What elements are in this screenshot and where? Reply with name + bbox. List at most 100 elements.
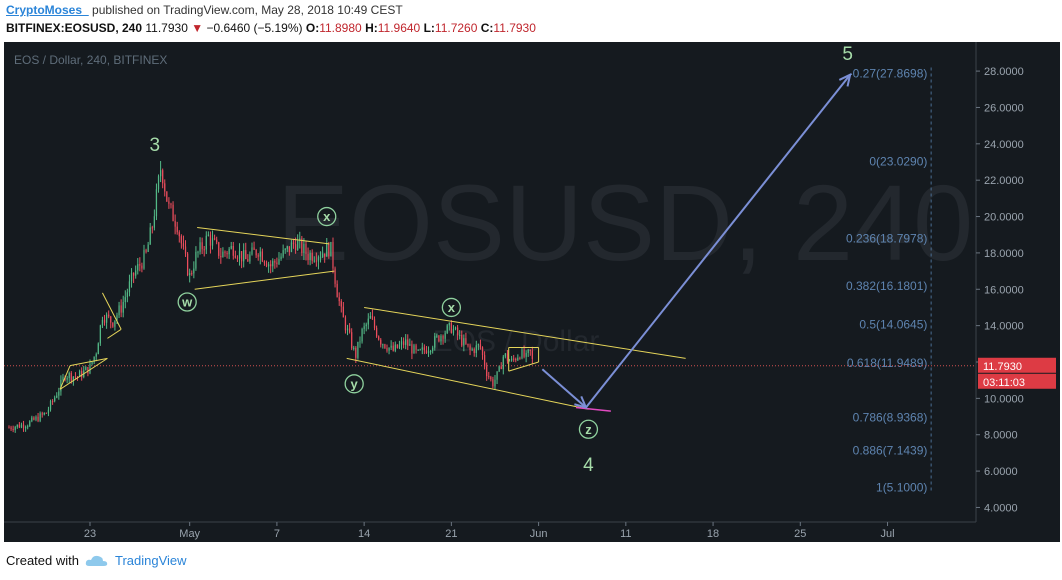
x-tick-label: May	[179, 528, 200, 540]
candle-body	[292, 242, 295, 245]
candle-body	[114, 320, 116, 327]
y-tick-label: 18.0000	[984, 248, 1024, 260]
candle-body	[76, 376, 79, 378]
candle-body	[523, 349, 525, 357]
candle-body	[81, 370, 83, 378]
candle-body	[365, 324, 367, 327]
candle-body	[448, 322, 450, 326]
candle-body	[74, 376, 77, 378]
low-label: L:	[423, 21, 435, 35]
target-segment	[575, 406, 611, 412]
candle-body	[116, 315, 118, 321]
candle-body	[465, 338, 467, 344]
close-value: 11.7930	[493, 21, 536, 35]
candle-body	[168, 201, 170, 204]
candle-body	[384, 344, 386, 348]
candle-body	[172, 204, 174, 222]
candle-body	[60, 379, 62, 392]
candle-body	[58, 391, 60, 396]
candle-body	[355, 347, 357, 358]
wave-label: 5	[842, 44, 853, 65]
high-value: 11.9640	[377, 21, 421, 35]
candle-body	[216, 239, 218, 243]
candle-body	[288, 246, 290, 252]
trend-line	[102, 292, 122, 330]
candle-body	[45, 412, 47, 414]
y-tick-label: 8.0000	[984, 430, 1018, 442]
candle-body	[105, 314, 108, 323]
candle-body	[392, 345, 394, 351]
y-tick-label: 10.0000	[984, 393, 1024, 405]
publish-info: CryptoMoses_ published on TradingView.co…	[6, 3, 403, 17]
candle-body	[178, 232, 180, 237]
down-triangle-icon: ▼	[191, 21, 204, 35]
candle-body	[147, 244, 149, 252]
candle-body	[263, 261, 266, 264]
candle-body	[276, 262, 278, 265]
candle-body	[89, 363, 91, 374]
symbol-label: BITFINEX:EOSUSD, 240	[6, 21, 143, 35]
x-tick-label: 21	[445, 528, 457, 540]
candle-body	[253, 247, 255, 250]
candle-body	[475, 345, 477, 353]
candle-body	[508, 360, 511, 362]
author-link[interactable]: CryptoMoses_	[6, 3, 89, 17]
wave-label: y	[351, 376, 359, 391]
candle-body	[222, 251, 224, 258]
candle-body	[78, 370, 81, 377]
candle-body	[251, 247, 253, 255]
candle-body	[469, 345, 471, 351]
candle-body	[72, 376, 74, 381]
candle-body	[353, 347, 355, 349]
candle-body	[459, 334, 461, 336]
candle-body	[438, 335, 440, 342]
price-chart[interactable]: EOSUSD, 240 EOS / Dollar EOS / Dollar, 240…	[4, 42, 1060, 542]
candle-body	[259, 251, 261, 257]
candle-body	[421, 347, 423, 350]
candle-body	[446, 325, 448, 334]
projection-arrow	[585, 74, 851, 409]
candle-body	[47, 409, 50, 414]
candle-body	[400, 341, 403, 345]
y-tick-label: 22.0000	[984, 175, 1024, 187]
fib-level-label: 1(5.1000)	[876, 480, 927, 494]
candle-body	[137, 264, 139, 271]
tradingview-brand[interactable]: TradingView	[114, 553, 187, 568]
candle-body	[521, 349, 523, 359]
price-axis	[976, 42, 1060, 522]
candle-body	[22, 424, 25, 429]
candle-body	[473, 349, 475, 353]
candle-body	[10, 427, 12, 430]
y-tick-label: 16.0000	[984, 284, 1024, 296]
candle-body	[274, 261, 276, 263]
candle-body	[348, 328, 351, 333]
candle-body	[213, 238, 216, 240]
chart-area[interactable]: EOSUSD, 240 EOS / Dollar EOS / Dollar, 240…	[4, 42, 1060, 542]
candle-body	[41, 413, 43, 415]
candle-body	[411, 344, 413, 354]
candle-body	[346, 328, 349, 331]
candle-body	[93, 356, 95, 363]
trend-line	[197, 226, 330, 245]
candle-body	[498, 366, 500, 372]
fib-level-label: 0.786(8.9368)	[853, 411, 928, 425]
candle-body	[249, 254, 251, 262]
candle-body	[504, 353, 506, 357]
plot-background	[4, 42, 976, 522]
candle-body	[182, 243, 185, 247]
candle-body	[444, 333, 446, 339]
x-tick-label: 25	[794, 528, 806, 540]
series-legend: EOS / Dollar, 240, BITFINEX	[14, 53, 167, 67]
candle-body	[228, 248, 230, 255]
candle-body	[363, 326, 365, 329]
fib-level-label: 0.382(16.1801)	[846, 279, 927, 293]
candle-body	[122, 302, 124, 313]
candle-body	[409, 344, 411, 346]
candle-body	[24, 427, 27, 429]
candle-body	[189, 273, 191, 276]
candle-body	[33, 417, 35, 420]
candle-body	[39, 413, 41, 422]
candle-body	[118, 305, 120, 316]
candle-body	[43, 412, 45, 415]
candle-body	[488, 376, 490, 378]
